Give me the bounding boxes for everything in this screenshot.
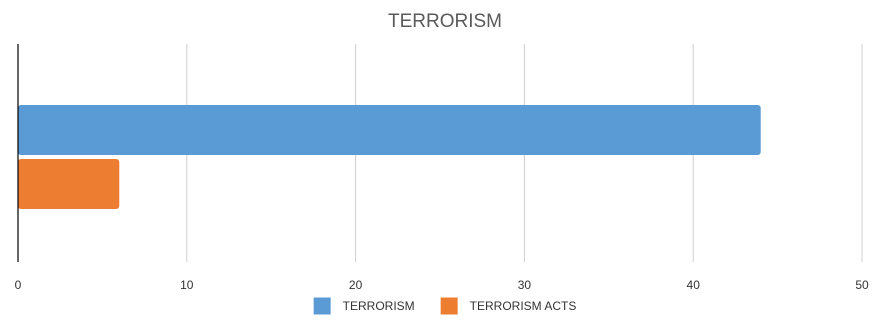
legend-swatch-terrorism-acts	[440, 297, 458, 315]
x-tick-label-1: 10	[180, 278, 194, 292]
legend: TERRORISM TERRORISM ACTS	[313, 297, 577, 315]
x-axis-tick-labels: 0 10 20 30 40 50	[15, 278, 869, 292]
bar-terrorism-acts	[18, 159, 120, 209]
x-tick-label-5: 50	[855, 278, 869, 292]
legend-label-terrorism-acts: TERRORISM ACTS	[470, 299, 577, 313]
x-tick-label-4: 40	[687, 278, 701, 292]
x-tick-label-0: 0	[15, 278, 22, 292]
x-tick-label-3: 30	[518, 278, 532, 292]
legend-swatch-terrorism	[313, 297, 331, 315]
legend-label-terrorism: TERRORISM	[343, 299, 415, 313]
chart-title: TERRORISM	[388, 11, 502, 32]
x-tick-label-2: 20	[349, 278, 363, 292]
bar-terrorism	[18, 105, 761, 155]
bars	[18, 105, 761, 209]
